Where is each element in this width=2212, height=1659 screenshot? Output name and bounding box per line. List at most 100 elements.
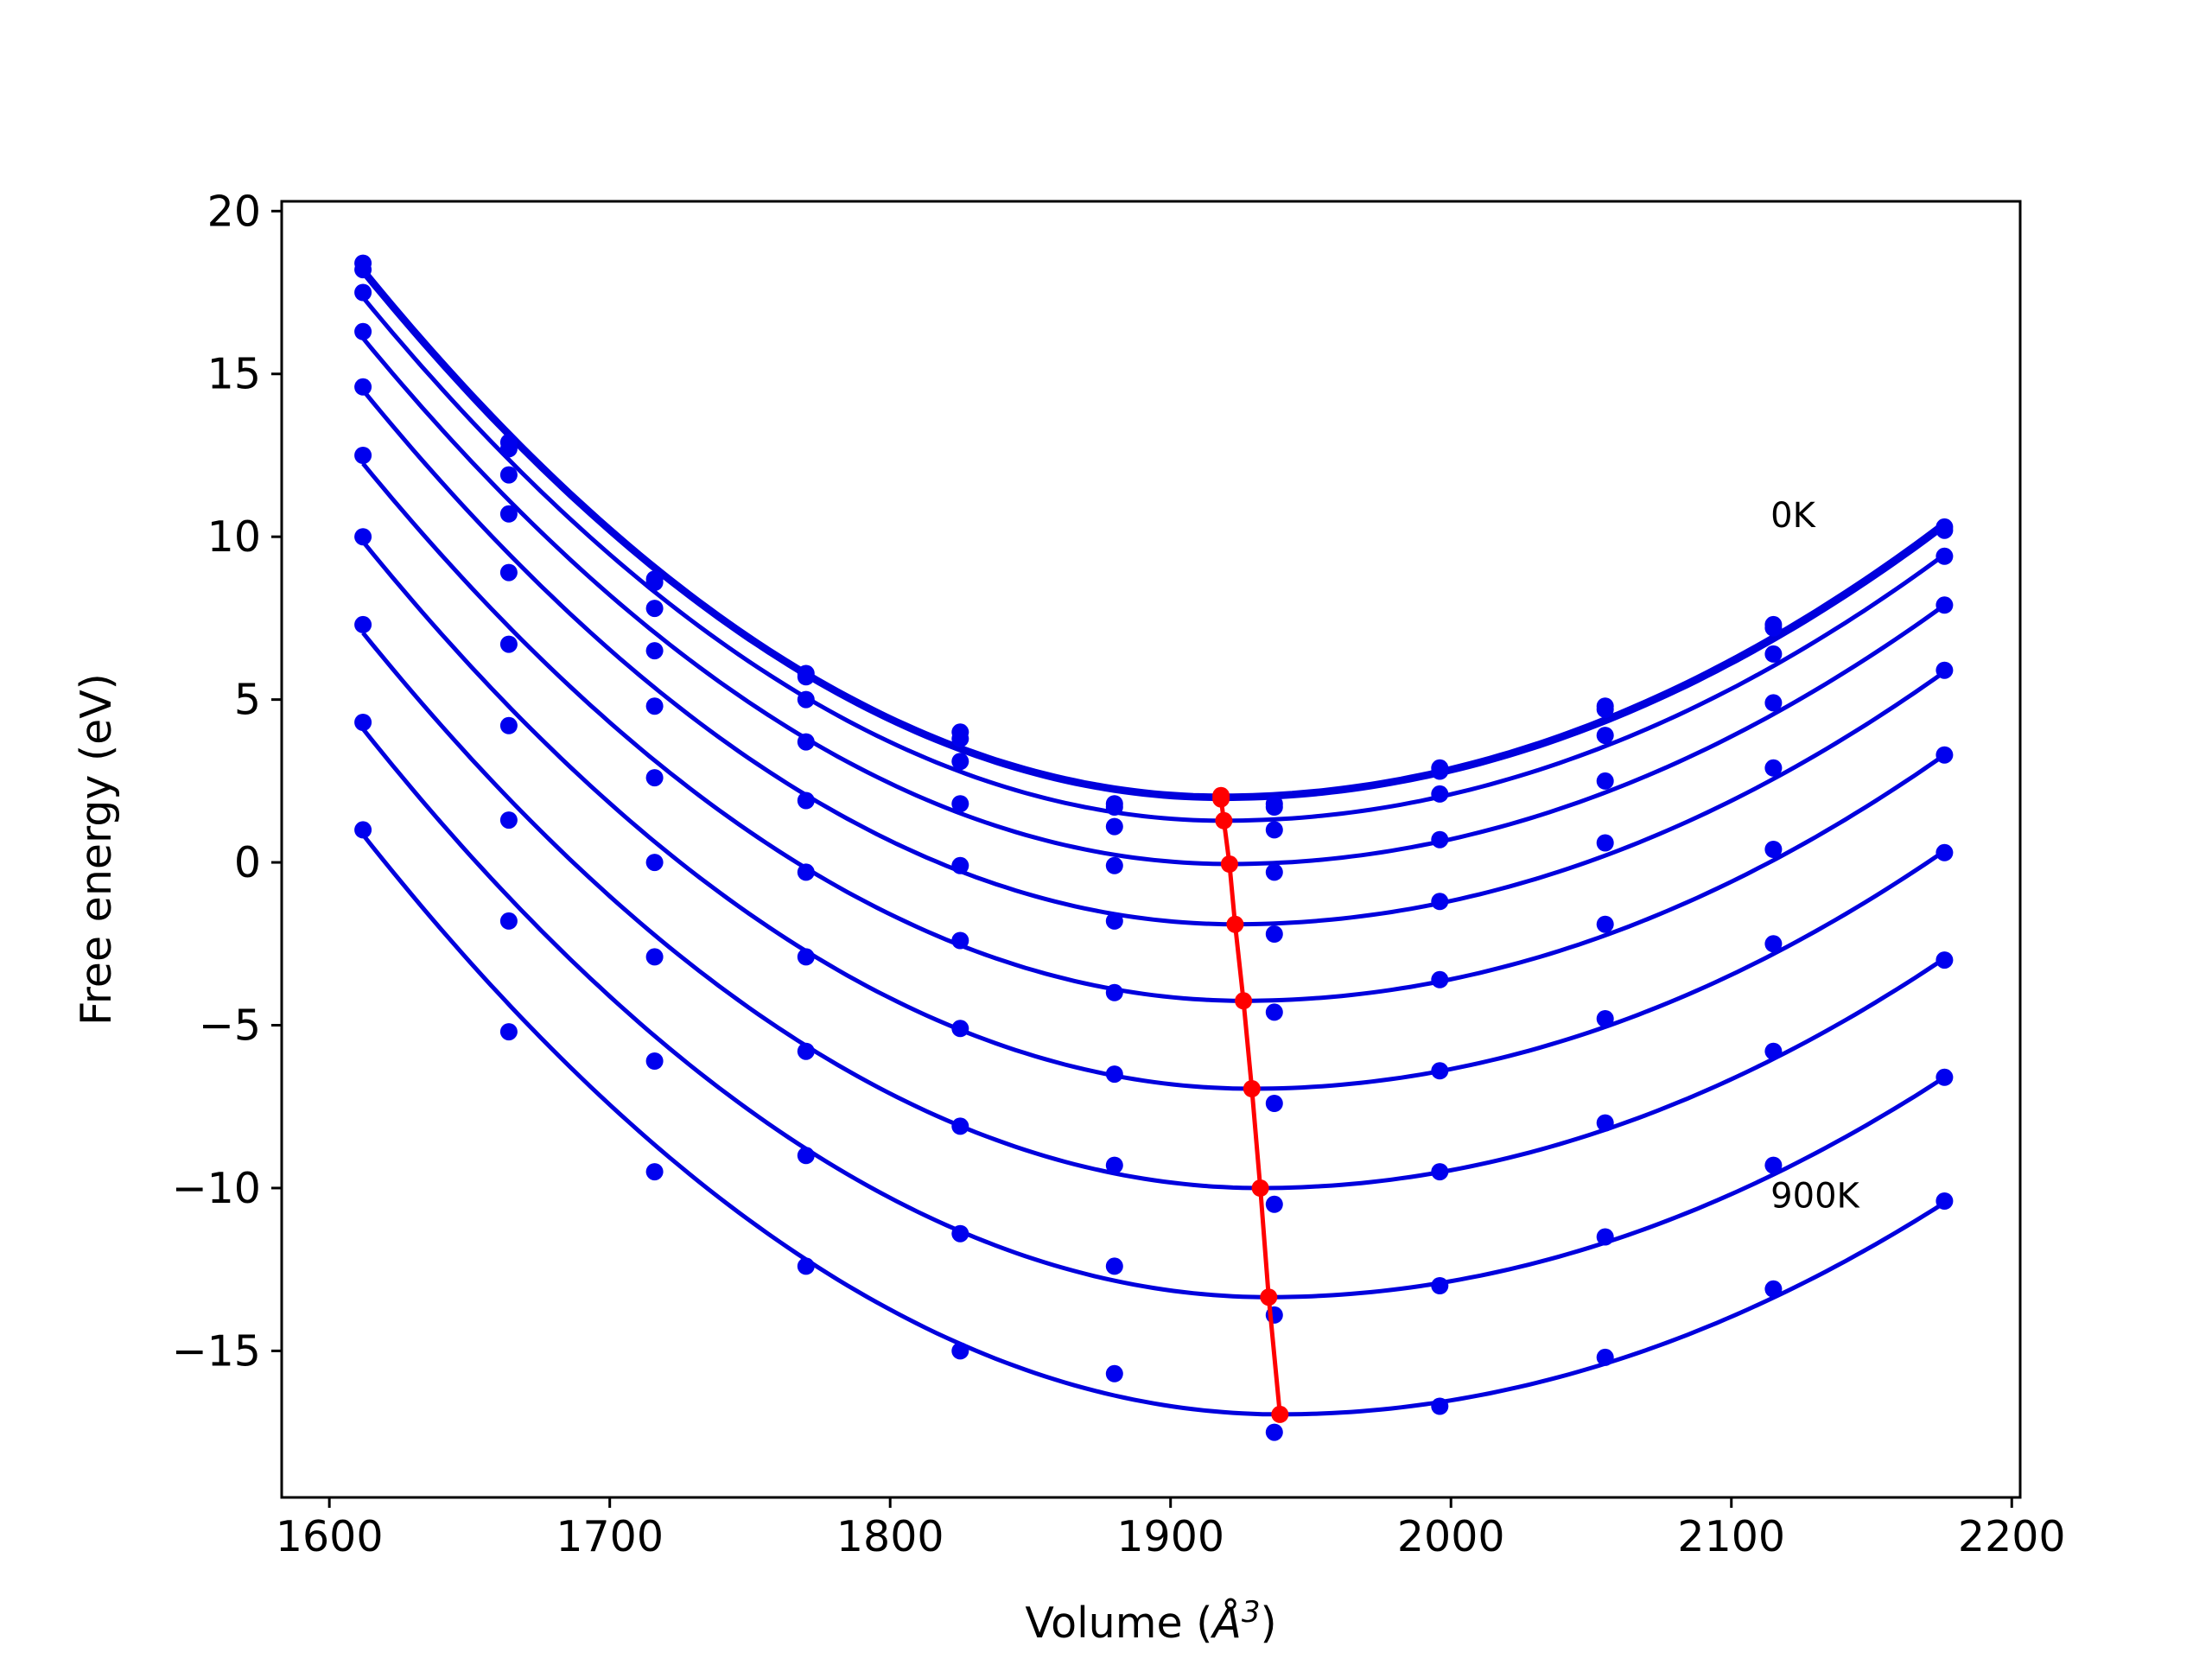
data-point-s6-7 — [1265, 1003, 1283, 1021]
data-point-s4-8 — [1431, 830, 1449, 849]
data-point-s4-4 — [797, 733, 815, 751]
y-axis-label: Free energy (eV) — [72, 673, 121, 1026]
data-point-s6-4 — [797, 863, 815, 881]
data-point-s8-8 — [1431, 1163, 1449, 1181]
data-point-s9-9 — [1596, 1228, 1614, 1246]
data-point-s4-9 — [1596, 772, 1614, 790]
data-point-s2-4 — [797, 668, 815, 686]
data-point-s6-1 — [354, 447, 372, 464]
data-point-s10-6 — [1105, 1364, 1123, 1382]
x-tick-label: 2000 — [1397, 1512, 1505, 1561]
data-point-s4-5 — [951, 795, 969, 813]
data-point-s7-7 — [1265, 1095, 1283, 1112]
y-tick-label: −5 — [199, 1001, 261, 1051]
data-point-s8-7 — [1265, 1195, 1283, 1213]
data-point-s8-6 — [1105, 1156, 1123, 1174]
data-point-s9-3 — [645, 1052, 664, 1070]
data-point-s7-10 — [1764, 935, 1783, 953]
data-point-s8-1 — [354, 615, 372, 633]
minimum-point-8 — [1251, 1179, 1269, 1197]
data-point-s10-8 — [1431, 1397, 1449, 1415]
data-point-s9-8 — [1431, 1277, 1449, 1294]
data-point-s6-2 — [499, 635, 518, 653]
data-point-s6-11 — [1936, 746, 1954, 764]
data-point-s10-5 — [951, 1342, 969, 1360]
data-point-s7-2 — [499, 716, 518, 734]
data-point-s5-2 — [499, 563, 518, 582]
x-axis-label-symbol: Å — [1210, 1597, 1242, 1648]
data-point-s7-4 — [797, 948, 815, 966]
data-point-s10-4 — [797, 1257, 815, 1275]
data-point-s3-9 — [1596, 727, 1614, 745]
data-point-s8-5 — [951, 1117, 969, 1135]
fit-curve-2 — [361, 271, 1946, 802]
fit-curve-4 — [361, 336, 1946, 867]
x-tick-label: 2200 — [1958, 1512, 2066, 1561]
data-point-s2-5 — [951, 729, 969, 747]
annotation-layer: 0K 900K — [1770, 496, 1860, 1217]
fit-curve-1 — [361, 266, 1946, 798]
data-point-s8-2 — [499, 811, 518, 830]
y-tick-label: 5 — [234, 676, 261, 725]
data-point-s3-7 — [1265, 821, 1283, 839]
data-point-s2-7 — [1265, 798, 1283, 816]
y-tick-label: 10 — [207, 512, 261, 562]
data-point-s10-3 — [645, 1163, 664, 1181]
data-point-s9-10 — [1764, 1156, 1783, 1174]
data-point-s8-3 — [645, 948, 664, 966]
y-tick-label: −15 — [172, 1326, 261, 1376]
data-point-s8-9 — [1596, 1114, 1614, 1132]
data-point-s2-1 — [354, 261, 372, 279]
data-point-s4-2 — [499, 505, 518, 523]
data-point-s3-5 — [951, 753, 969, 771]
data-point-s2-11 — [1936, 521, 1954, 539]
data-point-s2-3 — [645, 574, 664, 591]
data-point-s4-11 — [1936, 596, 1954, 614]
data-point-s9-2 — [499, 912, 518, 930]
data-point-s5-5 — [951, 856, 969, 874]
x-tick-label: 2100 — [1677, 1512, 1785, 1561]
y-tick-label: 20 — [207, 187, 261, 236]
data-point-s7-9 — [1596, 1010, 1614, 1027]
tick-layer: 1600 1700 1800 1900 2000 2100 2200 −15 −10 −5 0 5 10… — [172, 187, 2066, 1561]
data-point-s3-10 — [1764, 645, 1783, 663]
annotation-1: 0K — [1770, 496, 1816, 536]
data-point-s4-7 — [1265, 863, 1283, 881]
x-tick-label: 1900 — [1116, 1512, 1224, 1561]
data-point-s7-11 — [1936, 843, 1954, 861]
fit-curve-10 — [361, 833, 1946, 1417]
data-point-s9-5 — [951, 1224, 969, 1243]
data-point-s2-2 — [499, 440, 518, 458]
data-point-s6-6 — [1105, 983, 1123, 1001]
data-point-s9-4 — [797, 1147, 815, 1165]
data-point-s10-11 — [1936, 1192, 1954, 1210]
data-point-s2-9 — [1596, 700, 1614, 718]
x-tick-label: 1800 — [836, 1512, 944, 1561]
data-point-s8-11 — [1936, 951, 1954, 969]
data-point-s2-6 — [1105, 798, 1123, 816]
data-point-s3-1 — [354, 283, 372, 302]
data-point-s7-5 — [951, 1020, 969, 1038]
data-point-s3-3 — [645, 600, 664, 618]
data-point-s10-9 — [1596, 1348, 1614, 1366]
fit-curve-8 — [361, 631, 1946, 1191]
data-point-s4-1 — [354, 322, 372, 340]
axes-frame — [280, 200, 2022, 1499]
minimum-point-5 — [1226, 915, 1244, 933]
data-point-s3-4 — [797, 690, 815, 709]
data-point-s10-10 — [1764, 1280, 1783, 1298]
y-tick-label: 15 — [207, 350, 261, 399]
data-point-s3-2 — [499, 466, 518, 484]
data-point-s10-1 — [354, 821, 372, 839]
data-point-s4-6 — [1105, 856, 1123, 874]
minimum-point-7 — [1243, 1080, 1261, 1097]
data-point-s10-2 — [499, 1023, 518, 1041]
data-point-s3-11 — [1936, 547, 1954, 565]
minimum-point-6 — [1235, 992, 1253, 1010]
x-tick-label: 1700 — [556, 1512, 664, 1561]
fit-curve-7 — [361, 540, 1946, 1091]
minimum-point-3 — [1215, 811, 1233, 830]
data-point-s9-6 — [1105, 1257, 1123, 1275]
minimum-point-9 — [1260, 1288, 1278, 1306]
